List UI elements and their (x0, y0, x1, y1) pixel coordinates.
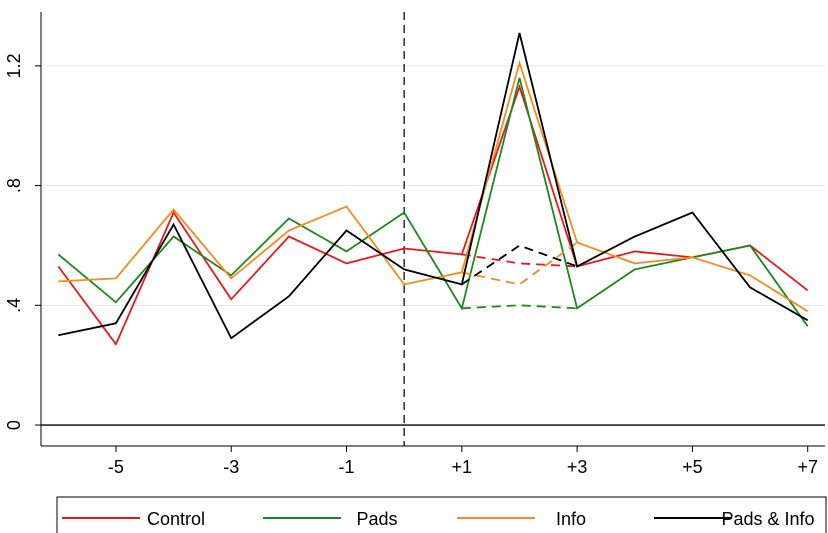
series-dashed-line (461, 253, 578, 268)
legend-label: Pads & Info (721, 509, 814, 529)
grid-lines (41, 65, 825, 426)
legend: Control Pads Info Pads & Info (56, 496, 827, 533)
series-dashed-line (461, 304, 578, 310)
series-dashed-line (461, 244, 578, 286)
series-group (57, 32, 809, 346)
x-tick-label: +1 (452, 457, 473, 477)
legend-box (56, 496, 827, 533)
series-dashed-line (461, 241, 578, 286)
plot-area (41, 12, 825, 446)
axes: 0 .4 .8 1.2 -5 -3 -1 +1 +3 +5 +7 (4, 12, 825, 477)
x-tick-label: -5 (108, 457, 124, 477)
y-tick-label: .4 (4, 298, 24, 313)
legend-label: Control (147, 509, 205, 529)
series-line (58, 59, 809, 313)
x-tick-label: +3 (567, 457, 588, 477)
legend-label: Info (556, 509, 586, 529)
y-tick-label: .8 (4, 178, 24, 193)
x-tick-label: +7 (797, 457, 818, 477)
series-pads-info (58, 32, 809, 340)
y-tick-label: 0 (4, 420, 24, 430)
legend-label: Pads (356, 509, 397, 529)
y-tick-label: 1.2 (4, 53, 24, 78)
series-control (57, 83, 809, 346)
series-line (58, 32, 809, 340)
series-line (57, 83, 809, 346)
x-tick-label: -1 (339, 457, 355, 477)
x-tick-label: -3 (223, 457, 239, 477)
series-info (58, 59, 809, 313)
x-tick-label: +5 (682, 457, 703, 477)
